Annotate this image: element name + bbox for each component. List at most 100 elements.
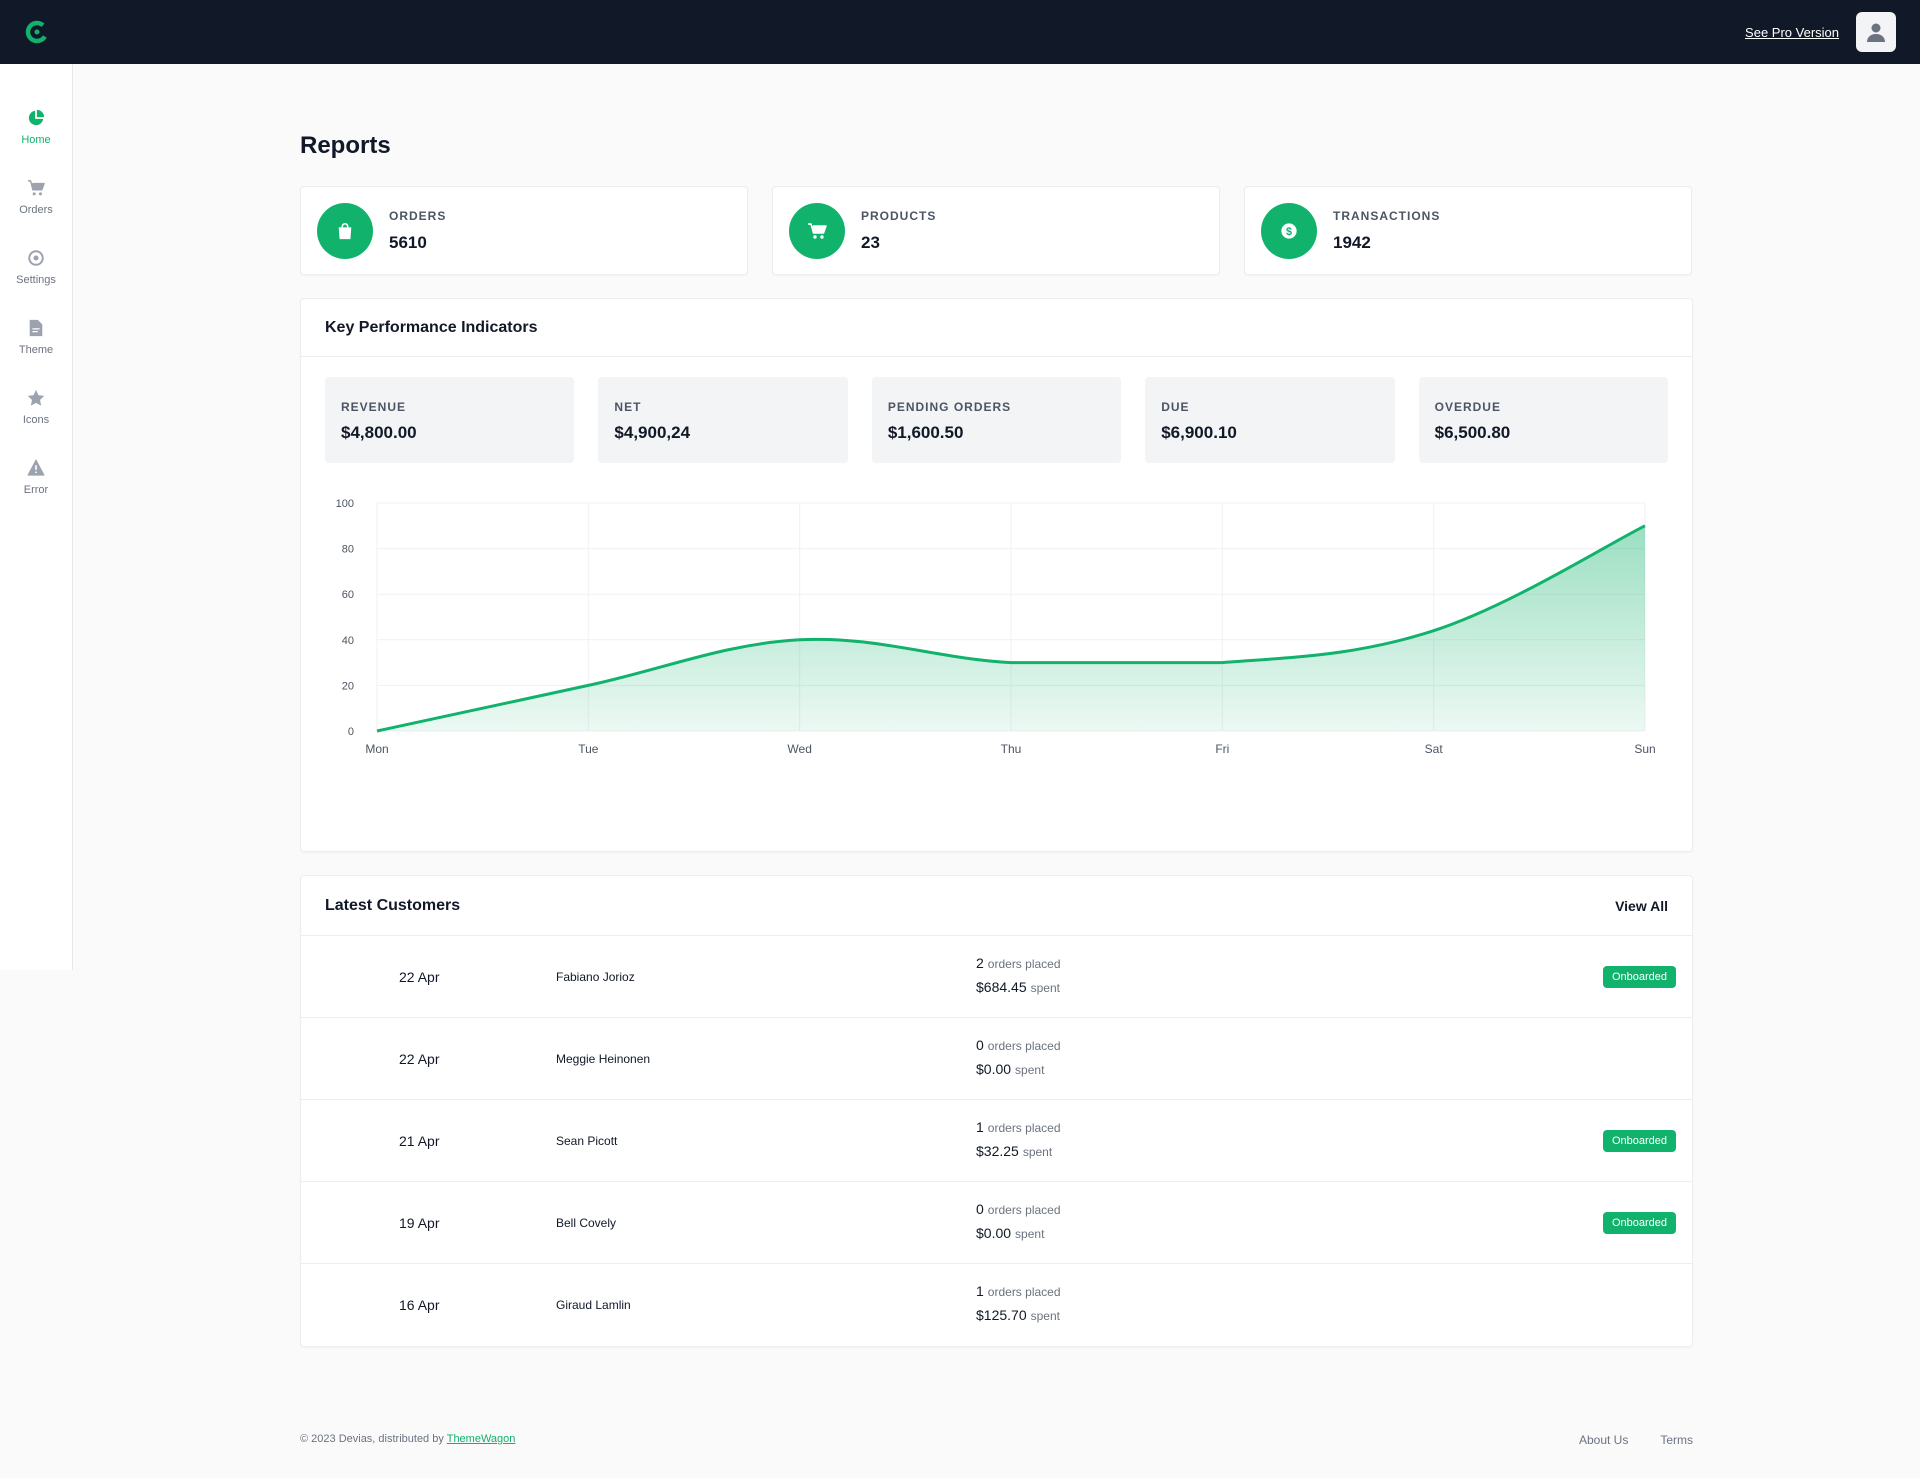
kpi-chart: 0 20 40 60 80 100 Mon Tue Wed Thu Fri Sat Sun bbox=[301, 463, 1694, 843]
orders-suffix: orders placed bbox=[987, 1121, 1061, 1135]
about-us-link[interactable]: About Us bbox=[1578, 1433, 1629, 1447]
avatar[interactable] bbox=[1856, 12, 1896, 52]
themewagon-link[interactable]: ThemeWagon bbox=[446, 1433, 516, 1445]
sidebar-item-label: Home bbox=[21, 134, 51, 146]
cart-icon bbox=[789, 202, 845, 259]
sidebar-item-label: Error bbox=[23, 484, 49, 496]
stat-card-transactions: $ TRANSACTIONS 1942 bbox=[1244, 186, 1692, 275]
x-tick-label: Tue bbox=[578, 742, 599, 756]
y-tick-label: 60 bbox=[342, 589, 354, 601]
kpi-card-net: NET $4,900,24 bbox=[598, 377, 848, 463]
kpi-label: PENDING ORDERS bbox=[887, 400, 1012, 414]
sidebar: Home Orders Settings Theme Icons Error bbox=[0, 64, 73, 970]
sidebar-item-icons[interactable]: Icons bbox=[0, 372, 72, 442]
stat-label: ORDERS bbox=[389, 208, 447, 223]
orders-count: 1 bbox=[976, 1119, 984, 1135]
sidebar-item-orders[interactable]: Orders bbox=[0, 162, 72, 232]
stat-card-orders: ORDERS 5610 bbox=[300, 186, 748, 275]
customer-stats: 0 orders placed $0.00 spent bbox=[976, 1202, 1061, 1250]
status-badge: Onboarded bbox=[1602, 965, 1676, 988]
spent-suffix: spent bbox=[1015, 1063, 1045, 1077]
spent-amount: $0.00 bbox=[976, 1225, 1012, 1241]
x-tick-label: Thu bbox=[1001, 742, 1022, 756]
spent-amount: $0.00 bbox=[976, 1061, 1012, 1077]
kpi-label: DUE bbox=[1161, 400, 1190, 414]
copyright-text: © 2023 Devias, distributed by bbox=[300, 1433, 444, 1445]
customer-stats: 1 orders placed $32.25 spent bbox=[976, 1120, 1061, 1168]
table-row[interactable]: 19 Apr Bell Covely 0 orders placed $0.00 spen… bbox=[301, 1182, 1692, 1264]
customer-stats: 0 orders placed $0.00 spent bbox=[976, 1038, 1061, 1086]
warning-icon bbox=[26, 458, 46, 478]
shopping-bag-icon bbox=[317, 202, 373, 259]
orders-count: 0 bbox=[976, 1201, 984, 1217]
kpi-panel-title: Key Performance Indicators bbox=[325, 318, 538, 336]
y-tick-label: 40 bbox=[342, 635, 354, 647]
cart-icon bbox=[26, 178, 46, 198]
kpi-label: NET bbox=[614, 400, 642, 414]
area-chart: 0 20 40 60 80 100 Mon Tue Wed Thu Fri Sat Sun bbox=[336, 498, 1656, 756]
kpi-value: $4,900,24 bbox=[614, 423, 691, 442]
stat-value: 23 bbox=[861, 232, 880, 252]
customer-stats: 2 orders placed $684.45 spent bbox=[976, 956, 1061, 1004]
kpi-card-pending-orders: PENDING ORDERS $1,600.50 bbox=[871, 377, 1122, 463]
see-pro-version-link[interactable]: See Pro Version bbox=[1745, 24, 1839, 40]
status-badge: Onboarded bbox=[1602, 1211, 1676, 1234]
customer-name: Meggie Heinonen bbox=[556, 1051, 651, 1066]
view-all-button[interactable]: View All bbox=[1615, 897, 1668, 914]
kpi-card-due: DUE $6,900.10 bbox=[1145, 377, 1395, 463]
sidebar-item-label: Theme bbox=[18, 344, 54, 356]
status-badge: Onboarded bbox=[1602, 1129, 1676, 1152]
orders-suffix: orders placed bbox=[987, 1285, 1061, 1299]
customer-stats: 1 orders placed $125.70 spent bbox=[976, 1284, 1061, 1332]
x-tick-label: Sat bbox=[1425, 742, 1444, 756]
y-tick-label: 0 bbox=[348, 726, 354, 738]
stat-value: 1942 bbox=[1333, 232, 1371, 252]
chart-area-fill bbox=[377, 525, 1645, 731]
orders-suffix: orders placed bbox=[987, 1203, 1061, 1217]
spent-amount: $125.70 bbox=[976, 1307, 1027, 1323]
kpi-value: $4,800.00 bbox=[341, 423, 417, 442]
sidebar-item-error[interactable]: Error bbox=[0, 442, 72, 512]
stat-label: TRANSACTIONS bbox=[1333, 208, 1441, 223]
customer-date: 19 Apr bbox=[399, 1214, 440, 1231]
logo-icon[interactable] bbox=[24, 19, 50, 45]
x-tick-label: Fri bbox=[1215, 742, 1229, 756]
table-row[interactable]: 22 Apr Meggie Heinonen 0 orders placed $0.00… bbox=[301, 1018, 1692, 1100]
terms-link[interactable]: Terms bbox=[1660, 1433, 1693, 1447]
x-tick-label: Wed bbox=[787, 742, 811, 756]
spent-suffix: spent bbox=[1015, 1227, 1045, 1241]
gear-icon bbox=[26, 248, 46, 268]
star-icon bbox=[26, 388, 46, 408]
sidebar-item-label: Settings bbox=[16, 274, 56, 286]
spent-suffix: spent bbox=[1030, 981, 1060, 995]
sidebar-item-home[interactable]: Home bbox=[0, 92, 72, 162]
kpi-panel-header: Key Performance Indicators bbox=[301, 299, 1692, 357]
sidebar-item-settings[interactable]: Settings bbox=[0, 232, 72, 302]
sidebar-item-label: Icons bbox=[22, 414, 50, 426]
spent-suffix: spent bbox=[1030, 1309, 1060, 1323]
table-row[interactable]: 21 Apr Sean Picott 1 orders placed $32.25 spe… bbox=[301, 1100, 1692, 1182]
stat-card-products: PRODUCTS 23 bbox=[772, 186, 1220, 275]
user-icon bbox=[1867, 23, 1885, 42]
y-tick-label: 20 bbox=[342, 680, 354, 692]
customer-date: 16 Apr bbox=[399, 1297, 440, 1313]
kpi-value: $1,600.50 bbox=[887, 423, 964, 442]
customer-name: Bell Covely bbox=[556, 1215, 617, 1230]
stat-value: 5610 bbox=[389, 232, 427, 252]
sidebar-item-label: Orders bbox=[19, 204, 53, 216]
orders-count: 1 bbox=[976, 1283, 984, 1299]
customer-name: Giraud Lamlin bbox=[556, 1298, 631, 1312]
customer-date: 22 Apr bbox=[399, 1050, 440, 1067]
sidebar-item-theme[interactable]: Theme bbox=[0, 302, 72, 372]
orders-suffix: orders placed bbox=[987, 1039, 1061, 1053]
footer: © 2023 Devias, distributed by ThemeWagon… bbox=[300, 1433, 1693, 1447]
table-row[interactable]: 22 Apr Fabiano Jorioz 2 orders placed $684.4… bbox=[301, 936, 1692, 1018]
kpi-panel: Key Performance Indicators REVENUE $4,80… bbox=[300, 298, 1693, 852]
kpi-card-overdue: OVERDUE $6,500.80 bbox=[1418, 377, 1669, 463]
table-row[interactable]: 16 Apr Giraud Lamlin 1 orders placed $125.70… bbox=[301, 1264, 1692, 1346]
pie-chart-icon bbox=[26, 108, 46, 128]
y-tick-label: 80 bbox=[342, 544, 354, 556]
customer-date: 21 Apr bbox=[399, 1132, 440, 1149]
main-content: Reports ORDERS 5610 PRODUCTS 23 $ bbox=[300, 64, 1693, 1347]
dollar-coin-icon: $ bbox=[1261, 202, 1317, 259]
